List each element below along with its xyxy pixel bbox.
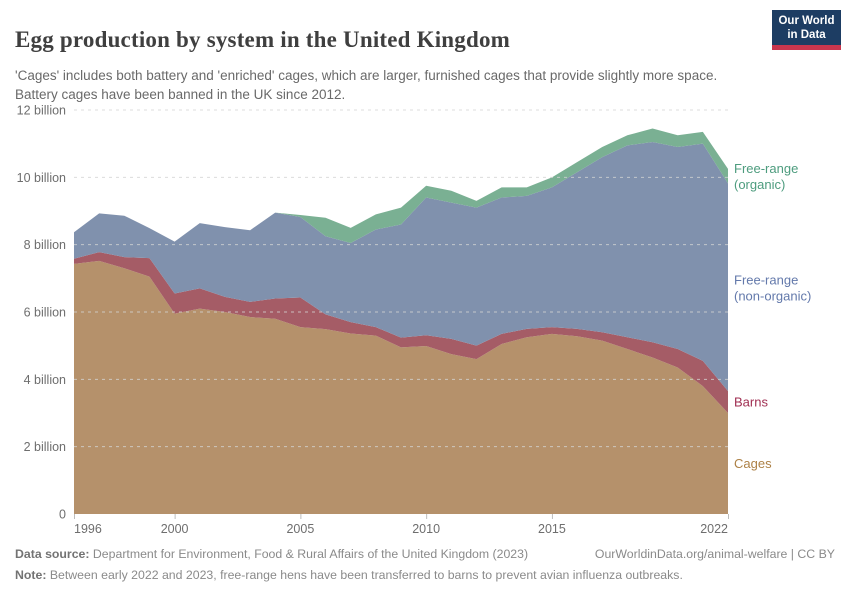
y-axis-label-4: 4 billion: [24, 373, 66, 387]
y-axis-label-12: 12 billion: [17, 104, 66, 118]
area-cages[interactable]: [74, 260, 728, 514]
series-label-free-range-non-organic-line2[interactable]: (non-organic): [734, 288, 811, 303]
series-label-free-range-organic-line1[interactable]: Free-range: [734, 161, 798, 176]
series-label-barns[interactable]: Barns: [734, 395, 768, 410]
data-source-value: Department for Environment, Food & Rural…: [89, 547, 529, 561]
y-axis-label-6: 6 billion: [24, 306, 66, 320]
data-source-text: Data source: Department for Environment,…: [15, 546, 528, 562]
x-axis-label-2015: 2015: [538, 522, 566, 536]
owid-logo[interactable]: Our World in Data: [772, 10, 841, 50]
owid-logo-line1: Our World: [778, 14, 835, 27]
attribution-link[interactable]: OurWorldinData.org/animal-welfare | CC B…: [594, 547, 835, 561]
x-axis-label-2000: 2000: [161, 522, 189, 536]
note-label: Note:: [15, 568, 47, 582]
area-free-range-organic[interactable]: [74, 128, 728, 243]
x-axis-label-1996: 1996: [74, 522, 102, 536]
chart-svg[interactable]: 0 2 billion 4 billion 6 billion 8 billion 10 …: [0, 0, 850, 545]
y-axis-label-0: 0: [59, 508, 66, 522]
series-label-free-range-non-organic-line1[interactable]: Free-range: [734, 272, 798, 287]
y-axis-label-10: 10 billion: [17, 171, 66, 185]
footer-source-row: Data source: Department for Environment,…: [15, 546, 835, 562]
owid-logo-line2: in Data: [787, 28, 826, 41]
area-free-range-non-organic[interactable]: [74, 141, 728, 392]
series-label-free-range-organic-line2[interactable]: (organic): [734, 177, 785, 192]
note-value: Between early 2022 and 2023, free-range …: [46, 568, 683, 582]
x-axis-label-2005: 2005: [286, 522, 314, 536]
y-axis-label-8: 8 billion: [24, 238, 66, 252]
page-title: Egg production by system in the United K…: [15, 27, 511, 53]
chart-footer: Data source: Department for Environment,…: [15, 546, 835, 583]
chart-subtitle: 'Cages' includes both battery and 'enric…: [15, 67, 718, 102]
data-source-label: Data source:: [15, 547, 90, 561]
x-axis-label-2022: 2022: [700, 522, 728, 536]
footer-note-row: Note: Between early 2022 and 2023, free-…: [15, 567, 835, 583]
y-axis-label-2: 2 billion: [24, 440, 66, 454]
area-barns[interactable]: [74, 252, 728, 413]
series-label-cages[interactable]: Cages: [734, 456, 772, 471]
x-axis-label-2010: 2010: [412, 522, 440, 536]
